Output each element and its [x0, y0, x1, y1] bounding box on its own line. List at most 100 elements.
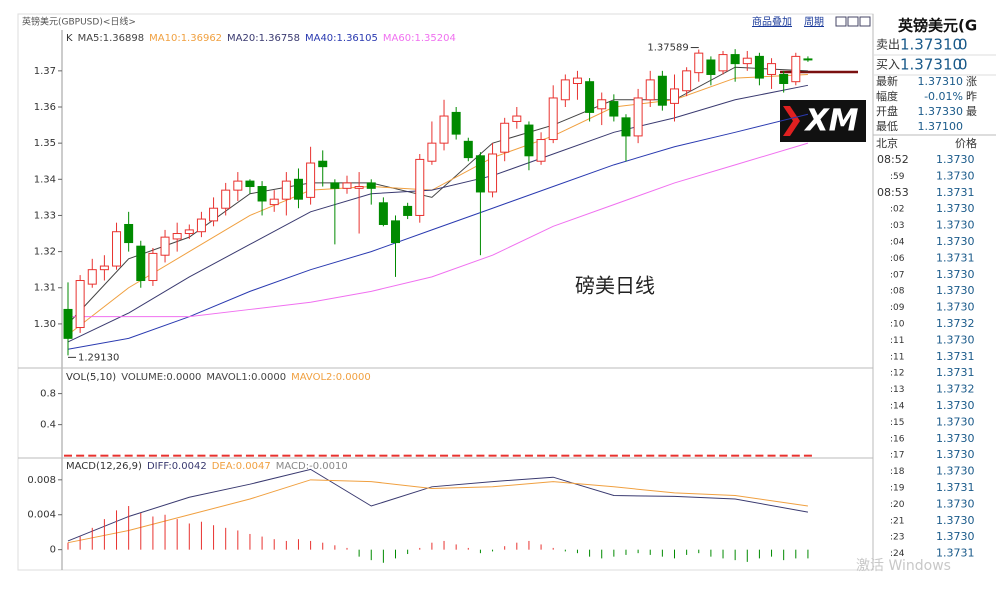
candle-body: [754, 55, 764, 79]
tick-price: 1.3731: [936, 251, 975, 264]
candle-body: [718, 54, 728, 72]
tick-price: 1.3730: [936, 301, 975, 314]
legend-entry: DIFF:0.0042: [147, 461, 207, 472]
tick-time: 08:53: [877, 186, 909, 199]
macd-line: [67, 479, 809, 544]
tick-time: :08: [890, 287, 905, 297]
tick-price: 1.3730: [936, 268, 975, 281]
candle-body: [233, 180, 243, 191]
legend-entry: MACD(12,26,9): [66, 461, 142, 472]
candle-body: [475, 155, 485, 193]
candle-body: [548, 97, 558, 141]
y-tick-label: 1.31: [34, 283, 56, 294]
tick-price: 1.3730: [936, 153, 975, 166]
watermark-text: 磅美日线: [575, 274, 655, 298]
legend-entry: DEA:0.0047: [212, 461, 271, 472]
legend-entry: K: [66, 33, 73, 44]
candle-body: [112, 231, 122, 267]
tick-price: 1.3730: [936, 399, 975, 412]
candle-body: [281, 180, 291, 200]
tick-price: 1.3730: [936, 448, 975, 461]
y-tick-label: 1.30: [34, 319, 56, 330]
legend-entry: VOL(5,10): [66, 372, 116, 383]
tick-price: 1.3730: [936, 465, 975, 478]
candle-body: [415, 158, 425, 216]
candle-body: [221, 189, 231, 209]
candle-body: [306, 162, 316, 198]
candle-body: [633, 97, 643, 137]
candle-body: [512, 115, 522, 122]
candle-body: [318, 160, 328, 168]
tick-time: :11: [890, 352, 904, 362]
tick-price: 1.3731: [936, 481, 975, 494]
window-button[interactable]: [835, 16, 847, 27]
candle-body: [391, 220, 401, 244]
chart-header-title: 英镑美元(GBPUSD)<日线>: [22, 16, 136, 28]
tick-price: 1.3731: [936, 547, 975, 560]
menu-item[interactable]: 商品叠加: [752, 15, 792, 28]
candle-body: [148, 252, 158, 282]
candle-body: [245, 180, 255, 188]
info-cell: 昨: [966, 90, 977, 103]
candle-body: [330, 182, 340, 189]
window-button[interactable]: [847, 16, 859, 27]
candle-body: [742, 57, 752, 65]
candle-body: [779, 73, 789, 85]
candle-body: [184, 229, 194, 235]
os-watermark: 激活 Windows: [856, 557, 951, 574]
candle-body: [597, 99, 607, 110]
annotation-label: 1.29130: [78, 352, 119, 363]
candle-body: [609, 101, 619, 117]
tick-time: :59: [890, 172, 905, 182]
quote-label: 卖出: [876, 38, 900, 52]
y-tick-label: 1.35: [34, 138, 56, 149]
quote-label: 买入: [876, 58, 900, 72]
info-cell: 最: [966, 105, 977, 118]
tick-time: :12: [890, 369, 904, 379]
tick-time: :21: [890, 516, 904, 526]
tick-price: 1.3731: [936, 186, 975, 199]
candle-body: [767, 63, 777, 75]
legend-entry: MA60:1.35204: [383, 33, 456, 44]
candle-body: [378, 202, 388, 225]
y-tick-label: 0: [50, 545, 56, 556]
candle-body: [645, 79, 655, 101]
legend-entry: MAVOL2:0.0000: [291, 372, 371, 383]
tick-time: :13: [890, 385, 904, 395]
candle-body: [403, 205, 413, 216]
info-cell: 幅度: [876, 89, 898, 103]
window-button[interactable]: [859, 16, 871, 27]
menu-item[interactable]: 周期: [804, 16, 824, 28]
tick-time: :20: [890, 500, 905, 510]
tick-time: :06: [890, 254, 905, 264]
candle-body: [694, 52, 704, 74]
candle-body: [172, 233, 182, 240]
tick-time: :07: [890, 270, 904, 280]
legend-entry: MA10:1.36962: [149, 33, 222, 44]
tick-time: :19: [890, 484, 905, 494]
macd-line: [67, 468, 809, 542]
tick-time: 08:52: [877, 153, 909, 166]
tick-time: :18: [890, 467, 905, 477]
candle-body: [439, 115, 449, 144]
quote-price: 1.37310: [900, 36, 962, 54]
xm-logo: XM: [780, 100, 866, 142]
candle-body: [706, 59, 716, 75]
candle-body: [136, 245, 146, 282]
y-tick-label: 0.008: [27, 475, 56, 486]
y-tick-label: 0.8: [40, 389, 56, 400]
tick-price: 1.3730: [936, 333, 975, 346]
info-cell: 1.37310: [918, 75, 964, 88]
candle-body: [803, 58, 813, 61]
candle-body: [791, 55, 801, 83]
logo-text: XM: [804, 104, 859, 139]
tick-price: 1.3730: [936, 415, 975, 428]
candle-body: [451, 111, 461, 135]
tick-time: :17: [890, 451, 904, 461]
column-header: 北京: [876, 136, 898, 150]
info-cell: 1.37330: [918, 105, 964, 118]
tick-time: :24: [890, 549, 905, 559]
tick-time: :23: [890, 533, 904, 543]
